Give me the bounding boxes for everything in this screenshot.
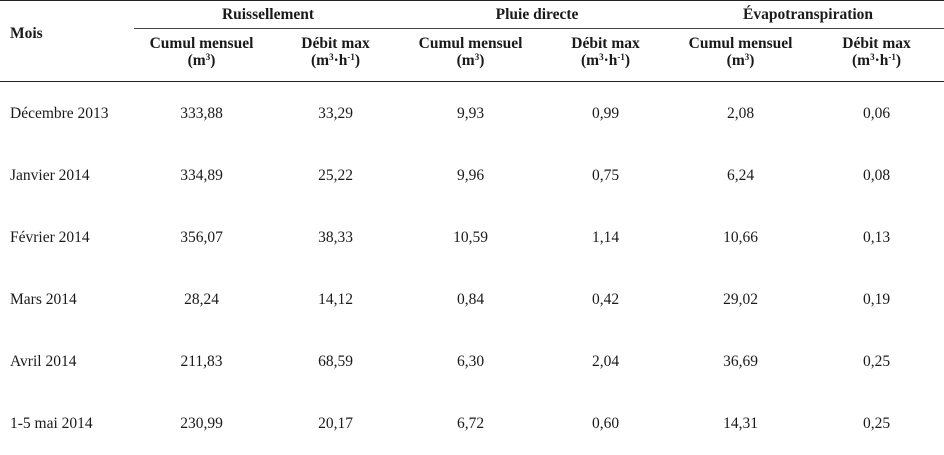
cell-value: 333,88 bbox=[134, 82, 269, 146]
table-body: Décembre 2013 333,88 33,29 9,93 0,99 2,0… bbox=[0, 82, 944, 455]
table-row: Avril 2014 211,83 68,59 6,30 2,04 36,69 … bbox=[0, 331, 944, 393]
cell-value: 29,02 bbox=[672, 269, 809, 331]
table-row: 1-5 mai 2014 230,99 20,17 6,72 0,60 14,3… bbox=[0, 393, 944, 455]
cell-value: 2,04 bbox=[539, 331, 672, 393]
header-group-pluie-directe: Pluie directe bbox=[402, 1, 672, 29]
table-row: Décembre 2013 333,88 33,29 9,93 0,99 2,0… bbox=[0, 82, 944, 146]
cell-value: 0,60 bbox=[539, 393, 672, 455]
header-debit-label: Débit max bbox=[301, 35, 369, 52]
table-row: Janvier 2014 334,89 25,22 9,96 0,75 6,24… bbox=[0, 145, 944, 207]
header-cumul-mensuel: Cumul mensuel (m3) bbox=[134, 29, 269, 82]
header-debit-label: Débit max bbox=[571, 35, 639, 52]
cell-value: 334,89 bbox=[134, 145, 269, 207]
cell-value: 0,42 bbox=[539, 269, 672, 331]
cell-value: 9,96 bbox=[402, 145, 539, 207]
cell-value: 14,12 bbox=[269, 269, 402, 331]
cell-value: 2,08 bbox=[672, 82, 809, 146]
cell-value: 10,59 bbox=[402, 207, 539, 269]
cell-value: 0,84 bbox=[402, 269, 539, 331]
header-cumul-label: Cumul mensuel bbox=[689, 35, 793, 52]
cell-value: 36,69 bbox=[672, 331, 809, 393]
cell-value: 211,83 bbox=[134, 331, 269, 393]
header-row-sub: Cumul mensuel (m3) Débit max (m3·h-1) Cu… bbox=[0, 29, 944, 82]
cell-value: 10,66 bbox=[672, 207, 809, 269]
cell-value: 0,25 bbox=[809, 393, 944, 455]
cell-value: 230,99 bbox=[134, 393, 269, 455]
header-cumul-unit: (m3) bbox=[727, 52, 755, 69]
table-row: Février 2014 356,07 38,33 10,59 1,14 10,… bbox=[0, 207, 944, 269]
cell-mois: Février 2014 bbox=[0, 207, 134, 269]
cell-value: 356,07 bbox=[134, 207, 269, 269]
cell-mois: Avril 2014 bbox=[0, 331, 134, 393]
cell-value: 14,31 bbox=[672, 393, 809, 455]
cell-value: 68,59 bbox=[269, 331, 402, 393]
cell-mois: 1-5 mai 2014 bbox=[0, 393, 134, 455]
header-debit-max: Débit max (m3·h-1) bbox=[809, 29, 944, 82]
header-cumul-mensuel: Cumul mensuel (m3) bbox=[672, 29, 809, 82]
cell-value: 0,99 bbox=[539, 82, 672, 146]
cell-value: 25,22 bbox=[269, 145, 402, 207]
header-group-ruissellement: Ruissellement bbox=[134, 1, 402, 29]
header-group-evapotranspiration: Évapotranspiration bbox=[672, 1, 944, 29]
cell-value: 0,75 bbox=[539, 145, 672, 207]
header-debit-unit: (m3·h-1) bbox=[581, 52, 630, 69]
cell-value: 33,29 bbox=[269, 82, 402, 146]
cell-value: 0,08 bbox=[809, 145, 944, 207]
header-cumul-unit: (m3) bbox=[457, 52, 485, 69]
header-debit-max: Débit max (m3·h-1) bbox=[539, 29, 672, 82]
table-row: Mars 2014 28,24 14,12 0,84 0,42 29,02 0,… bbox=[0, 269, 944, 331]
header-cumul-mensuel: Cumul mensuel (m3) bbox=[402, 29, 539, 82]
table-header: Mois Ruissellement Pluie directe Évapotr… bbox=[0, 1, 944, 82]
cell-value: 20,17 bbox=[269, 393, 402, 455]
cell-mois: Décembre 2013 bbox=[0, 82, 134, 146]
header-debit-max: Débit max (m3·h-1) bbox=[269, 29, 402, 82]
header-debit-label: Débit max bbox=[842, 35, 910, 52]
header-cumul-unit: (m3) bbox=[188, 52, 216, 69]
cell-mois: Mars 2014 bbox=[0, 269, 134, 331]
cell-value: 6,24 bbox=[672, 145, 809, 207]
cell-value: 0,25 bbox=[809, 331, 944, 393]
cell-value: 28,24 bbox=[134, 269, 269, 331]
cell-value: 38,33 bbox=[269, 207, 402, 269]
cell-mois: Janvier 2014 bbox=[0, 145, 134, 207]
cell-value: 9,93 bbox=[402, 82, 539, 146]
cell-value: 1,14 bbox=[539, 207, 672, 269]
header-row-groups: Mois Ruissellement Pluie directe Évapotr… bbox=[0, 1, 944, 29]
header-cumul-label: Cumul mensuel bbox=[150, 35, 254, 52]
header-cumul-label: Cumul mensuel bbox=[419, 35, 523, 52]
cell-value: 0,06 bbox=[809, 82, 944, 146]
cell-value: 0,13 bbox=[809, 207, 944, 269]
cell-value: 6,30 bbox=[402, 331, 539, 393]
cell-value: 0,19 bbox=[809, 269, 944, 331]
cell-value: 6,72 bbox=[402, 393, 539, 455]
header-debit-unit: (m3·h-1) bbox=[852, 52, 901, 69]
header-mois: Mois bbox=[0, 1, 134, 82]
header-debit-unit: (m3·h-1) bbox=[311, 52, 360, 69]
